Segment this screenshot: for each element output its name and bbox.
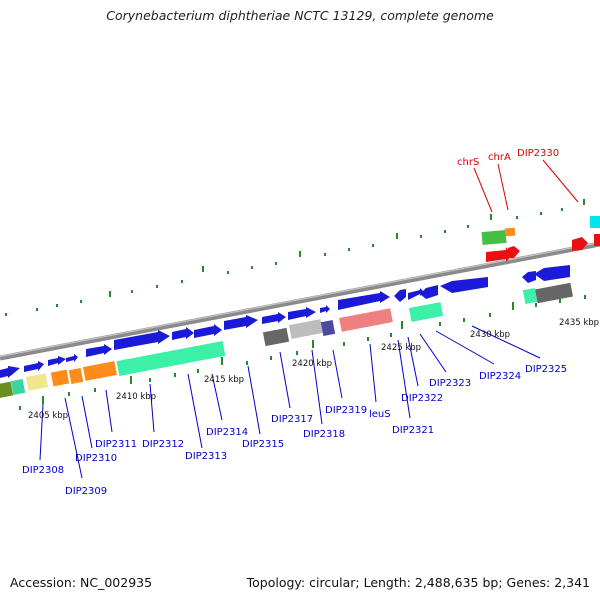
- tick-row-upper: [5, 199, 585, 316]
- kbp-label: 2435 kbp: [559, 318, 599, 328]
- rna-arrow: [486, 247, 512, 262]
- gene-box: [50, 369, 70, 387]
- gene-label: chrS: [457, 157, 479, 168]
- kbp-label: 2430 kbp: [470, 330, 510, 340]
- rna-arrow: [508, 246, 520, 258]
- gene-label: DIP2314: [206, 427, 248, 438]
- gene-label: DIP2312: [142, 439, 184, 450]
- gene-arrow: [522, 271, 536, 283]
- gene-arrow: [262, 312, 286, 324]
- gene-label: DIP2319: [325, 405, 367, 416]
- kbp-label: 2410 kbp: [116, 392, 156, 402]
- genome-title: Corynebacterium diphtheriae NCTC 13129, …: [106, 8, 494, 23]
- gene-arrow: [440, 277, 488, 293]
- gene-arrow: [394, 289, 406, 302]
- gene-label: DIP2324: [479, 371, 521, 382]
- gene-arrow: [420, 285, 438, 299]
- gene-label: DIP2310: [75, 453, 117, 464]
- gene-arrow: [534, 265, 570, 281]
- gene-arrow: [338, 291, 390, 310]
- gene-label: DIP2313: [185, 451, 227, 462]
- gene-label: DIP2315: [242, 439, 284, 450]
- gene-arrow: [172, 327, 194, 340]
- gene-label: DIP2309: [65, 486, 107, 497]
- gene-box: [116, 341, 226, 376]
- gene-arrow: [320, 305, 330, 313]
- gene-label: DIP2317: [271, 414, 313, 425]
- gene-label: chrA: [488, 152, 511, 163]
- gene-label: DIP2330: [517, 148, 559, 159]
- gene-box: [10, 378, 26, 396]
- gene-arrow: [288, 307, 316, 320]
- gene-box: [320, 319, 336, 337]
- gene-label: DIP2318: [303, 429, 345, 440]
- kbp-label: 2420 kbp: [292, 359, 332, 369]
- gene-arrow: [0, 366, 20, 378]
- genome-backbone: [0, 241, 600, 361]
- gene-box: [68, 367, 84, 385]
- gene-arrow: [224, 315, 258, 330]
- gene-arrow: [48, 356, 66, 366]
- gene-box: [504, 227, 516, 237]
- forward-strand-genes[interactable]: [0, 265, 570, 378]
- tick-row-lower: [19, 295, 586, 410]
- upper-right-features[interactable]: [481, 216, 600, 262]
- gene-arrow: [114, 330, 170, 350]
- gene-box: [339, 308, 393, 332]
- gene-label: DIP2308: [22, 465, 64, 476]
- kbp-label: 2405 kbp: [28, 411, 68, 421]
- accession-text: Accession: NC_002935: [10, 575, 153, 590]
- gene-arrow: [66, 354, 78, 362]
- gene-labels[interactable]: DIP2308 DIP2309 DIP2310 DIP2311 DIP2312 …: [22, 148, 567, 497]
- label-leader-lines: [39, 159, 579, 479]
- genome-summary-text: Topology: circular; Length: 2,488,635 bp…: [246, 575, 590, 590]
- gene-label: DIP2322: [401, 393, 443, 404]
- gene-box: [262, 327, 290, 347]
- gene-box: [535, 282, 573, 304]
- rna-arrow: [572, 237, 588, 251]
- gene-label: DIP2323: [429, 378, 471, 389]
- kbp-label: 2415 kbp: [204, 375, 244, 385]
- gene-box: [25, 373, 49, 391]
- gene-arrow: [194, 324, 222, 338]
- gene-box: [590, 216, 600, 228]
- gene-box: [288, 319, 324, 339]
- gene-box: [481, 229, 507, 246]
- gene-box: [522, 287, 538, 305]
- gene-box: [0, 381, 14, 399]
- reverse-strand-genes[interactable]: [0, 282, 573, 399]
- kbp-label: 2425 kbp: [381, 343, 421, 353]
- kbp-axis-labels: 2405 kbp 2410 kbp 2415 kbp 2420 kbp 2425…: [28, 318, 599, 421]
- gene-label: DIP2321: [392, 425, 434, 436]
- gene-arrow: [408, 288, 424, 300]
- gene-label: leuS: [369, 409, 391, 420]
- gene-label: DIP2325: [525, 364, 567, 375]
- gene-arrow: [86, 344, 112, 357]
- gene-arrow: [24, 361, 44, 372]
- gene-box: [408, 302, 444, 322]
- gene-box: [82, 361, 118, 381]
- gene-label: DIP2311: [95, 439, 137, 450]
- rna-box: [594, 234, 600, 246]
